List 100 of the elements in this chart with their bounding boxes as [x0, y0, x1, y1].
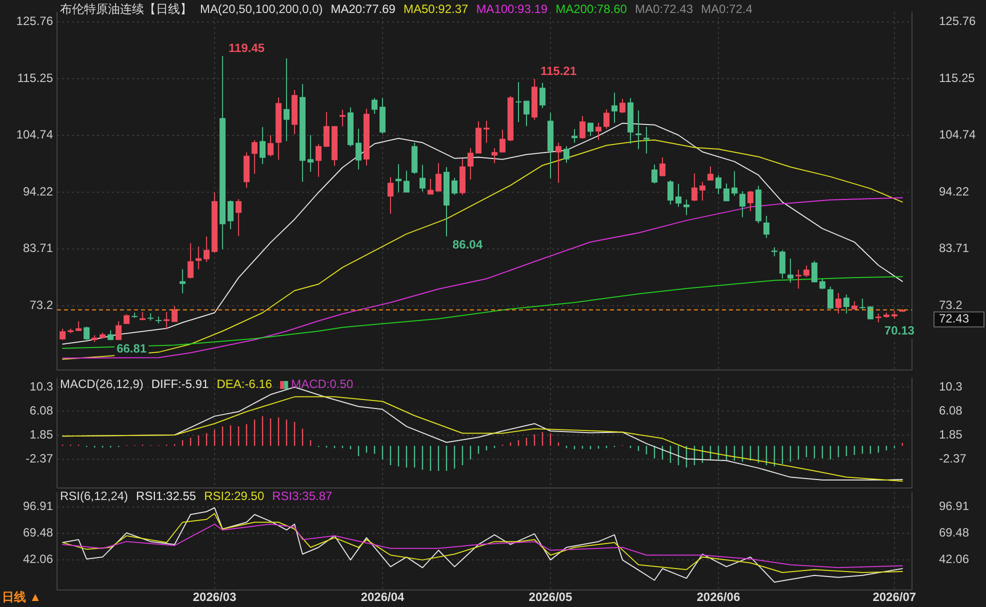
candlestick	[811, 260, 818, 283]
candlestick	[284, 58, 290, 142]
candlestick	[859, 298, 866, 310]
candlestick	[579, 116, 586, 140]
candlestick	[196, 246, 202, 270]
y2-tick-label: 73.2	[939, 298, 963, 312]
annotation: MA0:72.43	[634, 2, 694, 16]
chart-title: 布伦特原油连续【日线】	[60, 2, 192, 16]
line-series	[62, 507, 903, 583]
candlestick	[867, 305, 874, 320]
candlestick	[228, 200, 234, 230]
text: DIFF:-5.91	[151, 377, 210, 392]
y2-tick-label: 69.48	[939, 526, 970, 540]
candlestick	[236, 198, 242, 236]
series-label: RSI1:32.55	[136, 489, 196, 504]
y2-tick-label: 96.91	[939, 499, 970, 514]
y-tick-label: 83.71	[22, 241, 54, 256]
y2-tick-label: -2.37	[939, 452, 967, 466]
x-tick-label: 2026/03	[192, 590, 237, 604]
candlestick	[555, 142, 562, 184]
text: MA100:93.19	[476, 2, 548, 16]
candlestick	[404, 170, 410, 194]
ref-line-label: 72.43	[939, 312, 970, 326]
candlestick	[316, 144, 322, 178]
candlestick	[324, 112, 330, 148]
y-tick-label: 1.85	[30, 427, 54, 442]
y2-tick-label: 42.06	[939, 552, 970, 566]
candlestick	[340, 109, 346, 127]
chart-title: MACD(26,12,9)	[60, 377, 144, 392]
candlestick	[76, 320, 82, 332]
candlestick	[835, 292, 842, 314]
candlestick	[659, 156, 666, 177]
annotation: MA0:72.4	[701, 2, 753, 16]
y2-tick-label: 104.74	[939, 128, 976, 142]
y-tick-label: 115.25	[17, 70, 54, 85]
text: MA20:77.69	[330, 2, 396, 16]
series-label: DEA:-6.16	[216, 377, 272, 392]
line-series	[62, 513, 903, 574]
y-tick-label: 73.2	[30, 298, 54, 312]
candlestick	[188, 242, 194, 280]
annotation: 119.45	[228, 41, 265, 56]
candlestick	[803, 265, 810, 278]
candlestick	[172, 305, 178, 322]
candlestick	[539, 82, 546, 109]
y-tick-label: 96.91	[22, 499, 54, 514]
candlestick	[739, 190, 746, 218]
candlestick	[699, 181, 706, 202]
series-label: RSI2:29.50	[204, 489, 264, 504]
candlestick	[60, 328, 66, 340]
x-tick-label: 2026/07	[872, 590, 916, 604]
candlestick	[452, 177, 458, 196]
candlestick	[180, 268, 186, 294]
candlestick	[523, 100, 530, 127]
candlestick	[611, 92, 618, 124]
y2-tick-label: 10.3	[939, 379, 963, 394]
y2-tick-label: 6.08	[939, 403, 963, 418]
candlestick	[84, 326, 90, 340]
y-tick-label: 42.06	[22, 552, 54, 566]
candlestick	[779, 250, 786, 280]
candlestick	[795, 269, 802, 290]
annotation: 115.21	[540, 64, 577, 78]
candlestick	[587, 122, 594, 137]
y2-tick-label: 125.76	[939, 14, 976, 28]
candlestick	[643, 126, 650, 154]
candlestick	[436, 162, 442, 192]
candlestick	[827, 286, 834, 310]
candlestick	[484, 120, 490, 144]
candlestick	[667, 180, 674, 206]
candlestick	[603, 108, 610, 130]
line-series	[62, 524, 903, 568]
text: 日线 ▲	[2, 590, 42, 604]
candlestick	[731, 170, 738, 196]
x-tick-label: 2026/04	[360, 590, 405, 604]
candlestick	[252, 140, 258, 174]
y-tick-label: 94.22	[22, 184, 54, 198]
candlestick	[116, 320, 122, 340]
candlestick	[747, 190, 754, 212]
candlestick	[675, 183, 682, 208]
candlestick	[651, 164, 658, 184]
x-tick-label: 2026/05	[528, 590, 572, 604]
y-tick-label: -2.37	[26, 452, 54, 466]
candlestick	[492, 148, 498, 164]
candlestick	[595, 122, 602, 140]
candlestick	[619, 98, 626, 114]
candlestick	[308, 134, 314, 172]
candlestick	[372, 98, 378, 114]
series-label: RSI3:35.87	[272, 489, 333, 504]
candlestick	[819, 278, 826, 290]
x-tick-label: 2026/06	[696, 590, 740, 604]
y-tick-label: 10.3	[30, 379, 54, 394]
candlestick	[388, 176, 394, 214]
candlestick	[204, 236, 210, 262]
candlestick	[428, 178, 434, 196]
candlestick	[763, 215, 770, 238]
chart-subtitle: MA(20,50,100,200,0,0)	[200, 2, 323, 16]
legend-label: MACD:0.50	[291, 377, 354, 392]
candlestick	[515, 82, 522, 123]
y-tick-label: 6.08	[30, 403, 54, 418]
candlestick	[268, 134, 274, 157]
chart-title: RSI(6,12,24)	[60, 489, 128, 504]
